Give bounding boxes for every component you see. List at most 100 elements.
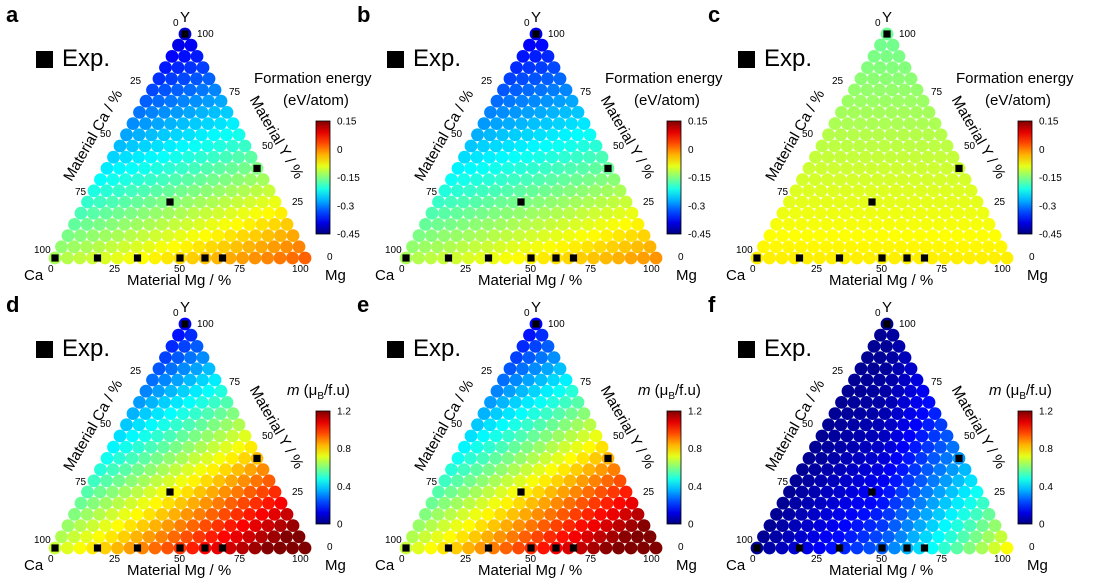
data-point	[143, 218, 156, 231]
data-point	[531, 240, 544, 254]
data-point	[125, 162, 139, 175]
colorbar-tick-label: 0.4	[1039, 482, 1053, 493]
data-point	[528, 72, 542, 86]
data-point	[243, 485, 257, 499]
data-point	[873, 373, 886, 387]
data-point	[904, 72, 918, 86]
data-point	[256, 485, 269, 499]
data-point	[412, 229, 426, 243]
data-point	[925, 251, 939, 265]
data-point	[211, 519, 225, 532]
data-point	[807, 218, 821, 231]
data-point	[231, 173, 245, 187]
corner-label-y: Y	[180, 9, 191, 26]
data-point	[895, 485, 909, 499]
exp-marker	[955, 454, 963, 462]
data-point	[431, 530, 444, 544]
data-point	[119, 463, 132, 476]
data-point	[582, 485, 595, 499]
data-point	[55, 530, 68, 544]
data-point	[495, 440, 509, 454]
data-point	[443, 240, 457, 254]
data-point	[412, 541, 425, 555]
data-point	[557, 195, 570, 209]
data-point	[841, 117, 854, 130]
data-point	[137, 184, 151, 198]
data-point	[167, 530, 181, 544]
data-point	[889, 474, 903, 488]
data-point	[853, 139, 866, 153]
data-point	[589, 452, 602, 465]
data-point	[839, 474, 853, 488]
tick-label-mg: 100	[292, 554, 309, 565]
data-point	[138, 452, 151, 465]
data-point	[922, 418, 935, 432]
tick-label-mg: 0	[48, 264, 54, 275]
data-point	[569, 508, 582, 521]
data-point	[200, 452, 214, 465]
data-point	[189, 407, 202, 420]
data-point	[261, 251, 274, 265]
data-point	[922, 106, 936, 119]
data-point	[877, 474, 890, 488]
data-point	[495, 150, 509, 164]
data-point	[174, 229, 187, 243]
data-point	[156, 463, 170, 476]
data-point	[126, 117, 140, 130]
data-point	[879, 94, 892, 108]
data-point	[865, 452, 878, 465]
data-point	[419, 218, 432, 231]
colorbar-title: Formation energy	[956, 70, 1074, 87]
data-point	[846, 440, 860, 454]
data-point	[106, 173, 120, 187]
data-point	[939, 206, 952, 220]
data-point	[534, 83, 548, 97]
data-point	[775, 251, 789, 265]
data-point	[588, 184, 602, 198]
data-point	[94, 173, 107, 187]
data-point	[537, 541, 550, 555]
data-point	[194, 463, 207, 476]
data-point	[763, 229, 777, 243]
tick-label-ca: 100	[736, 245, 753, 256]
data-point	[61, 519, 75, 532]
data-point	[908, 195, 921, 209]
data-point	[118, 508, 131, 521]
data-point	[532, 195, 545, 209]
data-point	[873, 83, 886, 97]
data-point	[976, 206, 990, 220]
data-point	[157, 440, 170, 454]
data-point	[933, 195, 946, 209]
data-point	[174, 206, 188, 220]
tick-label-ca: 100	[736, 535, 753, 546]
data-point	[144, 463, 157, 476]
data-point	[820, 218, 833, 231]
data-point	[431, 508, 445, 521]
corner-label-ca: Ca	[375, 557, 395, 574]
data-point	[131, 173, 145, 187]
data-point	[256, 195, 269, 209]
data-point	[497, 83, 510, 97]
data-point	[186, 541, 199, 555]
data-point	[214, 384, 228, 398]
tick-label-y: 100	[899, 319, 916, 330]
data-point	[213, 452, 226, 465]
data-point	[156, 485, 169, 499]
data-point	[464, 452, 477, 465]
exp-marker	[484, 254, 493, 262]
data-point	[463, 496, 476, 510]
data-point	[863, 229, 877, 243]
data-point	[513, 496, 526, 510]
panel-letter: c	[708, 2, 721, 27]
data-point	[612, 229, 626, 243]
data-point	[193, 218, 206, 231]
tick-label-y: 0	[678, 542, 684, 553]
data-point	[945, 195, 959, 209]
chart-panel-d: 1.2 0.8 0.4 0 d Exp. m (μB/f.u) Y Ca Mg 100 75 50 25 0…	[0, 290, 366, 583]
data-point	[845, 485, 859, 499]
tick-label-ca: 25	[481, 76, 493, 87]
tick-label-ca: 50	[802, 419, 814, 430]
data-point	[175, 452, 189, 465]
data-point	[838, 519, 852, 532]
legend: Exp.	[36, 47, 110, 71]
